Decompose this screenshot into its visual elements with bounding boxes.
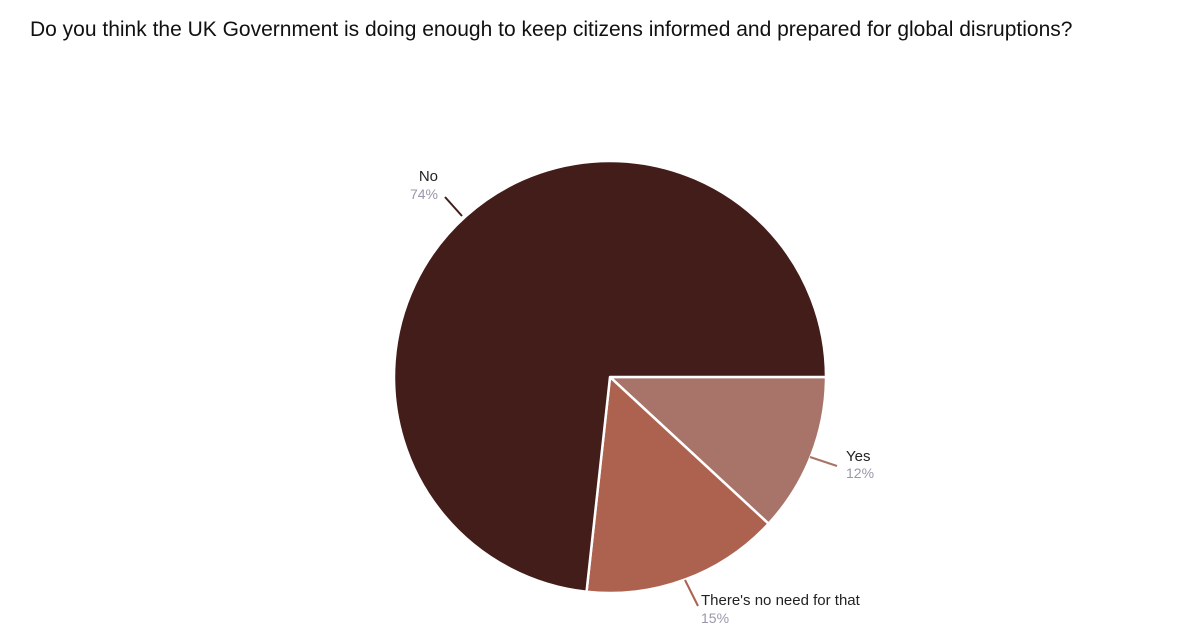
- leader-line-there-s-no-need-for-that: [684, 579, 699, 607]
- slice-percent-there-s-no-need-for-that: 15%: [701, 610, 729, 626]
- slice-percent-yes: 12%: [846, 465, 874, 481]
- slice-label-no: No: [419, 168, 438, 185]
- slice-percent-no: 74%: [410, 186, 438, 202]
- pie-slice-yes: [608, 375, 828, 525]
- pie-slice-there-s-no-need-for-that: [585, 375, 770, 595]
- leader-line-no: [444, 196, 463, 217]
- pie-slice-no: [392, 159, 828, 593]
- leader-lines: [444, 196, 838, 607]
- leader-line-yes: [809, 456, 838, 467]
- slice-label-there-s-no-need-for-that: There's no need for that: [701, 592, 861, 609]
- slice-label-yes: Yes: [846, 448, 870, 465]
- chart-title: Do you think the UK Government is doing …: [30, 18, 1073, 41]
- pie-slices: [392, 159, 828, 595]
